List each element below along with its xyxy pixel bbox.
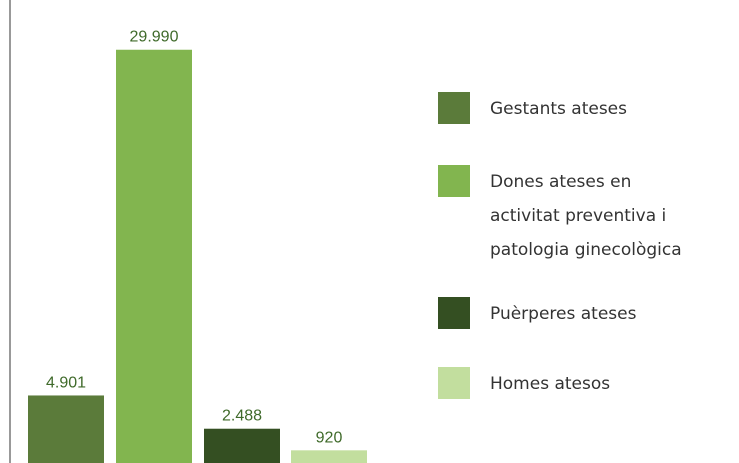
- legend-item: Dones ateses en activitat preventiva i p…: [438, 165, 690, 267]
- legend-swatch: [438, 367, 470, 399]
- bar: [204, 428, 280, 463]
- value-label: 920: [316, 429, 343, 446]
- legend-item: Puèrperes ateses: [438, 297, 690, 331]
- bar: [116, 49, 192, 463]
- legend-label: Homes atesos: [490, 374, 611, 394]
- legend-label: Gestants ateses: [490, 99, 627, 119]
- bar: [28, 395, 104, 463]
- legend-item: Homes atesos: [438, 367, 690, 401]
- legend-label: Dones ateses en activitat preventiva i p…: [490, 172, 682, 260]
- value-label: 4.901: [46, 374, 86, 391]
- value-label: 2.488: [222, 408, 262, 425]
- legend-label: Puèrperes ateses: [490, 304, 637, 324]
- legend-swatch: [438, 297, 470, 329]
- legend-swatch: [438, 165, 470, 197]
- legend-item: Gestants ateses: [438, 92, 690, 126]
- bar: [291, 450, 367, 463]
- legend-swatch: [438, 92, 470, 124]
- value-label: 29.990: [130, 29, 179, 46]
